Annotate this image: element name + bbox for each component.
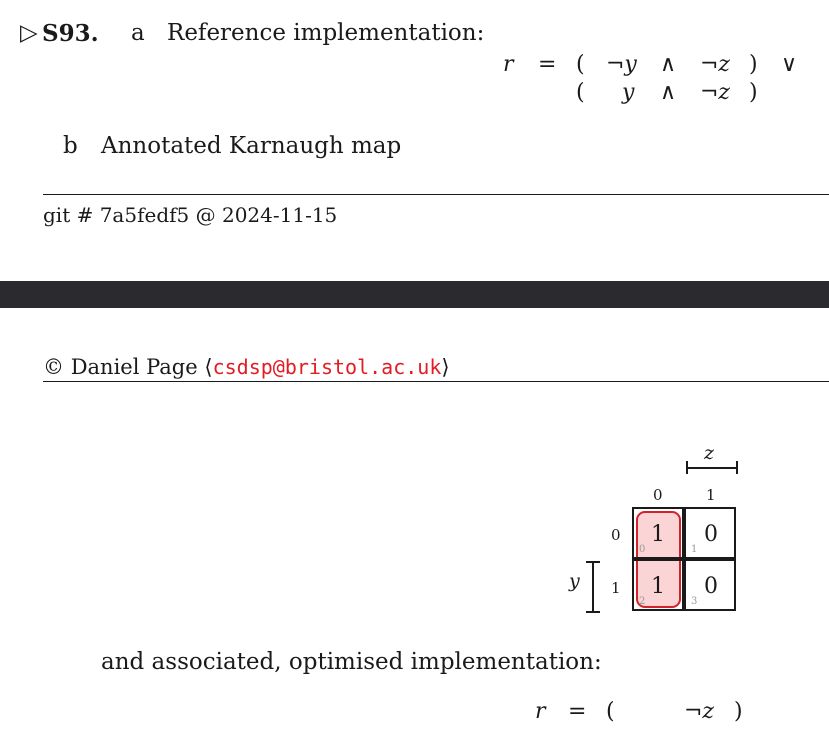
- eq-row2-term1: y: [622, 80, 635, 105]
- kmap-row-header-0: 0: [611, 526, 621, 544]
- kmap-col-bracket-left: [686, 461, 688, 474]
- opt-eq-lhs: r: [535, 699, 546, 724]
- kmap-col-header-1: 1: [706, 486, 716, 504]
- kmap-col-bracket-right: [736, 461, 738, 474]
- solution-marker: ▷: [20, 20, 38, 46]
- git-revision: git # 7a5fedf5 @ 2024-11-15: [43, 203, 338, 227]
- eq-row1-open: (: [576, 52, 585, 77]
- page-break-band: [0, 281, 829, 308]
- kmap-cell-1-value: 0: [704, 522, 718, 547]
- solution-number: S93.: [42, 20, 99, 47]
- kmap-cell-0: [632, 507, 684, 559]
- kmap-cell-2-value: 1: [651, 574, 665, 599]
- eq-row2-term2: ¬z: [700, 80, 731, 105]
- eq-row1-or: ∨: [781, 52, 798, 77]
- eq-row2-open: (: [576, 80, 585, 105]
- kmap-row-header-1: 1: [611, 579, 621, 597]
- kmap-cell-3: [684, 559, 736, 611]
- kmap-cell-1-index: 1: [691, 544, 698, 555]
- opt-eq-equals: =: [568, 699, 587, 724]
- kmap-col-var: z: [704, 442, 715, 464]
- optimised-intro-text: and associated, optimised implementation…: [101, 649, 602, 675]
- eq-lhs: r: [503, 52, 514, 77]
- header-rule: [43, 381, 829, 382]
- kmap-cell-3-value: 0: [704, 574, 718, 599]
- eq-equals: =: [538, 52, 557, 77]
- footer-rule: [43, 194, 829, 195]
- eq-row1-close: ): [749, 52, 758, 77]
- kmap-cell-0-value: 1: [651, 522, 665, 547]
- kmap-cell-1: [684, 507, 736, 559]
- part-a-text: Reference implementation:: [167, 20, 485, 46]
- eq-row1-term2: ¬z: [700, 52, 731, 77]
- kmap-col-bracket: [686, 467, 738, 469]
- kmap-row-var: y: [569, 570, 580, 592]
- kmap-cell-2: [632, 559, 684, 611]
- kmap-row-bracket-bottom: [586, 611, 600, 613]
- kmap-cell-0-index: 0: [639, 544, 646, 555]
- opt-eq-close: ): [734, 699, 743, 724]
- kmap-col-header-0: 0: [653, 486, 663, 504]
- email-open-bracket: ⟨: [204, 355, 213, 379]
- opt-eq-open: (: [606, 699, 615, 724]
- author-name: Daniel Page: [70, 355, 198, 379]
- kmap-cell-3-index: 3: [691, 596, 698, 607]
- part-b-text: Annotated Karnaugh map: [101, 133, 402, 159]
- kmap-row-bracket: [592, 561, 594, 613]
- kmap-cell-2-index: 2: [639, 596, 646, 607]
- copyright-symbol: ©: [43, 355, 64, 379]
- opt-eq-term: ¬z: [684, 699, 715, 724]
- kmap-row-bracket-top: [586, 561, 600, 563]
- part-b-letter: b: [63, 133, 78, 159]
- part-a-letter: a: [131, 20, 145, 46]
- eq-row2-close: ): [749, 80, 758, 105]
- eq-row2-and: ∧: [660, 80, 677, 105]
- eq-row1-term1: ¬y: [606, 52, 637, 77]
- eq-row1-and: ∧: [660, 52, 677, 77]
- copyright-header: © Daniel Page ⟨csdsp@bristol.ac.uk⟩: [43, 355, 450, 379]
- email-link[interactable]: csdsp@bristol.ac.uk: [212, 355, 442, 379]
- email-close-bracket: ⟩: [441, 355, 450, 379]
